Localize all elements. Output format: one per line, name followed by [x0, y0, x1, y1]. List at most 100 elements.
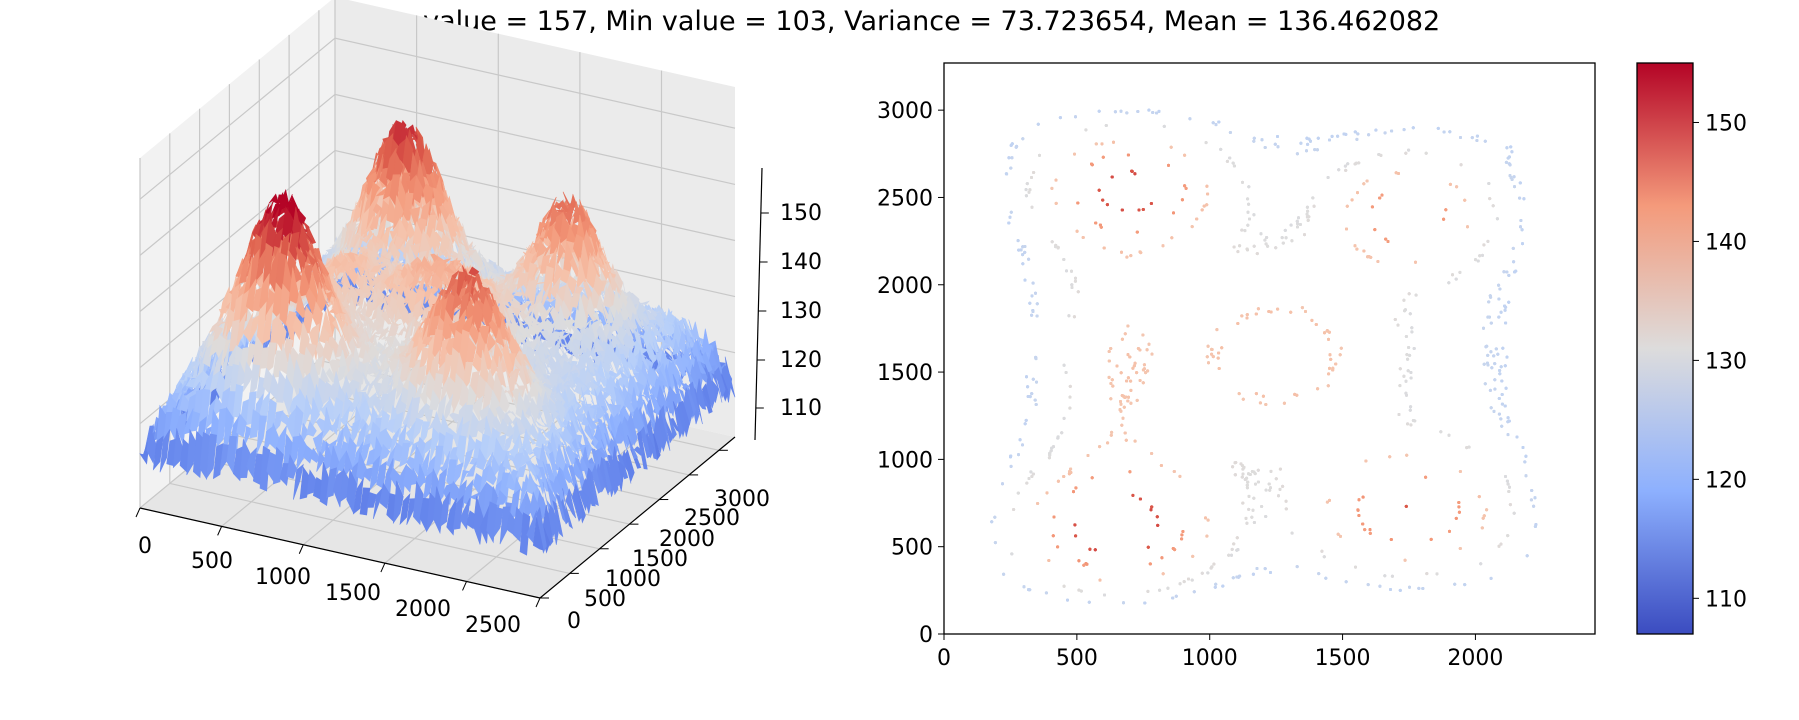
surface-cell — [335, 312, 346, 342]
surface-cell — [394, 325, 406, 336]
surface-cell — [646, 364, 657, 389]
surface-cell — [543, 333, 555, 348]
surface-cell — [623, 393, 635, 413]
surface-cell — [446, 498, 457, 536]
surface-cell — [525, 431, 537, 445]
surface-cell — [246, 447, 257, 479]
surface-cell — [462, 448, 474, 475]
y-tick-label: 2500 — [684, 506, 740, 531]
surface-cell — [295, 209, 307, 227]
surface-cell — [219, 286, 230, 322]
surface-cell — [599, 266, 611, 281]
surface-cell — [399, 493, 411, 526]
surface-cell — [532, 517, 544, 551]
surface-cell — [559, 332, 571, 340]
surface-cell — [424, 269, 435, 289]
surface-cell — [285, 310, 297, 348]
surface-cell — [326, 467, 337, 499]
surface-cell — [563, 319, 574, 333]
surface-cell — [561, 425, 573, 445]
chart-title: Max value = 157, Min value = 103, Varian… — [358, 6, 1441, 37]
surface-cell — [288, 231, 300, 262]
surface-cell — [182, 408, 194, 435]
surface-cell — [545, 390, 556, 405]
surface-cell — [562, 208, 574, 226]
surface-cell — [189, 410, 201, 432]
surface-cell — [366, 411, 377, 432]
surface-cell — [540, 378, 553, 386]
x-tick-label: 0 — [138, 534, 152, 559]
surface-cell — [516, 271, 528, 291]
surface-cell — [563, 346, 575, 356]
surface-cell — [584, 370, 595, 388]
x-tick — [462, 581, 467, 591]
surface-cell — [179, 364, 190, 386]
surface-cell — [526, 303, 538, 316]
surface-cell — [571, 484, 583, 522]
surface-cell — [428, 315, 440, 336]
surface-cell — [472, 496, 484, 545]
surface-cell — [526, 325, 538, 337]
surface-cell — [456, 435, 467, 468]
surface-cell — [593, 340, 605, 354]
surface-cell — [396, 464, 407, 496]
surface-cell — [646, 342, 657, 364]
surface-cell — [609, 276, 621, 292]
surface-cell — [232, 384, 244, 419]
surface-cell — [675, 351, 687, 377]
surface-cell — [372, 153, 384, 183]
surface-cell — [436, 246, 447, 257]
x-tick — [298, 544, 304, 554]
surface-cell — [596, 241, 607, 265]
surface-cell — [645, 308, 657, 321]
surface-cell — [347, 268, 359, 286]
surface-cell — [322, 340, 334, 363]
surface-cell — [381, 279, 392, 305]
surface-cell — [293, 463, 304, 500]
surface-cell — [236, 312, 247, 349]
surface-cell — [376, 460, 387, 489]
surface-cell — [176, 390, 187, 403]
y-tick-label: 2000 — [659, 527, 715, 552]
surface-cell — [275, 318, 287, 355]
surface-cell — [259, 445, 271, 492]
surface-cell — [152, 435, 164, 471]
surface-cell — [525, 361, 536, 375]
surface-cell — [509, 305, 522, 319]
surface-cell — [502, 389, 513, 398]
surface-cell — [633, 446, 645, 456]
surface-cell — [559, 300, 571, 322]
surface-cell — [681, 316, 693, 337]
surface-cell — [305, 287, 317, 317]
surface-cell — [346, 468, 357, 514]
surface-cell — [516, 301, 528, 314]
surface-cell — [339, 406, 350, 428]
surface-cell — [548, 399, 560, 423]
surface-cell — [566, 275, 578, 296]
surface-cell — [249, 364, 261, 398]
surface-cell — [446, 248, 458, 259]
x-tick — [217, 526, 223, 536]
surface-cell — [349, 400, 360, 422]
surface-cell — [370, 264, 382, 273]
surface-cell — [653, 414, 664, 454]
surface-cell — [532, 236, 544, 254]
surface-cell — [238, 248, 250, 284]
surface-cell — [539, 217, 551, 242]
surface-cell — [305, 250, 317, 268]
surface-cell — [609, 351, 621, 374]
surface-cell — [541, 404, 553, 433]
surface-cell — [555, 493, 567, 524]
surface-cell — [581, 414, 592, 430]
surface-cell — [298, 266, 310, 297]
surface-cell — [265, 194, 277, 214]
surface-cell — [272, 410, 284, 434]
surface-cell — [551, 379, 562, 392]
surface-cell — [308, 230, 320, 268]
surface-cell — [536, 221, 548, 239]
z-tick-label: 130 — [780, 299, 822, 324]
surface-cell — [335, 365, 347, 384]
surface-cell — [375, 369, 387, 385]
surface-cell — [384, 306, 396, 320]
